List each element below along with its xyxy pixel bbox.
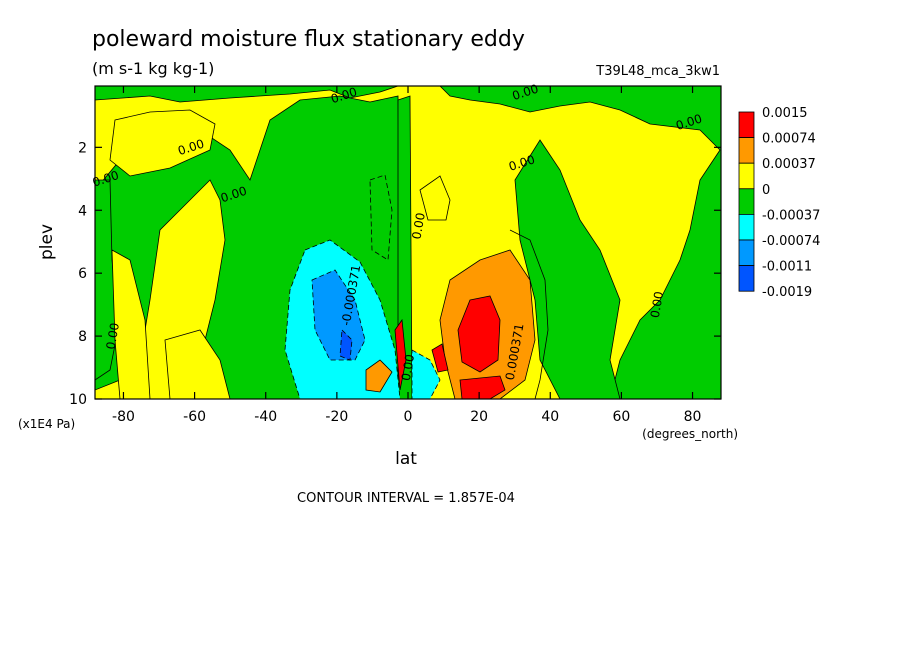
- y-axis-units: (x1E4 Pa): [18, 417, 75, 431]
- plot-area: [95, 86, 721, 399]
- axes: -80 -60 -40 -20 0 20 40 60 80 2 4 6 8 10: [69, 86, 721, 425]
- x-tick-label: -40: [254, 409, 277, 425]
- colorbar-swatch: [738, 213, 755, 241]
- x-tick-label: 60: [612, 409, 630, 425]
- field-region-equator-noise-4: [431, 343, 449, 373]
- colorbar-label: -0.0011: [762, 260, 812, 275]
- colorbar-swatch: [738, 188, 755, 215]
- field-region-pos-near-surface: [459, 375, 506, 399]
- x-axis-title: lat: [395, 449, 417, 469]
- y-tick-label: 8: [78, 329, 87, 345]
- x-tick-label: 40: [541, 409, 559, 425]
- y-tick-label: 10: [69, 392, 87, 408]
- y-tick-label: 4: [78, 203, 87, 219]
- colorbar-label: 0.00074: [762, 132, 816, 147]
- colorbar-label: 0.0015: [762, 106, 808, 121]
- colorbar-label: 0.00037: [762, 157, 816, 172]
- x-tick-label: -80: [112, 409, 135, 425]
- field-region-neg-core-inner: [339, 329, 353, 361]
- y-tick-label: 2: [78, 140, 87, 156]
- chart-title: poleward moisture flux stationary eddy: [92, 27, 525, 52]
- x-tick-label: -20: [325, 409, 348, 425]
- contour-line-nh-upper: [419, 175, 451, 221]
- run-label: T39L48_mca_3kw1: [595, 64, 720, 79]
- field-region-neg-core-mid: [311, 269, 366, 361]
- contour-label: 0.00: [104, 322, 122, 351]
- contour-labels: 0.000.000.000.000.000.000.000.000.000.00…: [91, 82, 704, 382]
- y-axis-title: plev: [37, 224, 57, 260]
- field-region-pos-core-inner: [457, 295, 501, 373]
- field-region-neg-nh-lower: [514, 139, 621, 399]
- colorbar-swatch: [738, 137, 755, 164]
- contour-line-nh-thin: [509, 229, 549, 399]
- x-tick-label: -60: [183, 409, 206, 425]
- contour-line-sh-dashed: [369, 174, 393, 261]
- field-region-pos-west-low: [111, 249, 151, 399]
- contour-label: 0.00: [648, 290, 666, 319]
- colorbar: 0.0015 0.00074 0.00037 0 -0.00037 -0.00074 -0.…: [738, 106, 820, 300]
- contour-label: 0.00: [409, 212, 427, 241]
- x-tick-label: 0: [404, 409, 413, 425]
- colorbar-swatch: [738, 239, 755, 267]
- colorbar-label: -0.00037: [762, 208, 820, 223]
- contour-label: 0.00: [399, 353, 417, 382]
- field-region-equator-noise-2: [411, 349, 441, 399]
- units-label: (m s-1 kg kg-1): [92, 59, 214, 78]
- y-tick-label: 6: [78, 266, 87, 282]
- colorbar-label: -0.0019: [762, 285, 812, 300]
- field-region-equator-noise-3: [394, 318, 407, 391]
- field-region-neg-west: [95, 86, 399, 103]
- x-tick-label: 80: [684, 409, 702, 425]
- contour-interval-note: CONTOUR INTERVAL = 1.857E-04: [297, 491, 515, 506]
- x-axis-units: (degrees_north): [642, 427, 738, 441]
- field-region-pos-sh-low: [164, 329, 231, 399]
- colorbar-label: -0.00074: [762, 234, 820, 249]
- colorbar-swatch: [738, 162, 755, 190]
- field-region-equator-noise-1: [365, 359, 393, 393]
- colorbar-swatch: [738, 265, 755, 292]
- x-tick-label: 20: [470, 409, 488, 425]
- colorbar-label: 0: [762, 183, 770, 198]
- field-region-pos-sh-upper: [109, 109, 216, 177]
- colorbar-swatch: [738, 111, 755, 139]
